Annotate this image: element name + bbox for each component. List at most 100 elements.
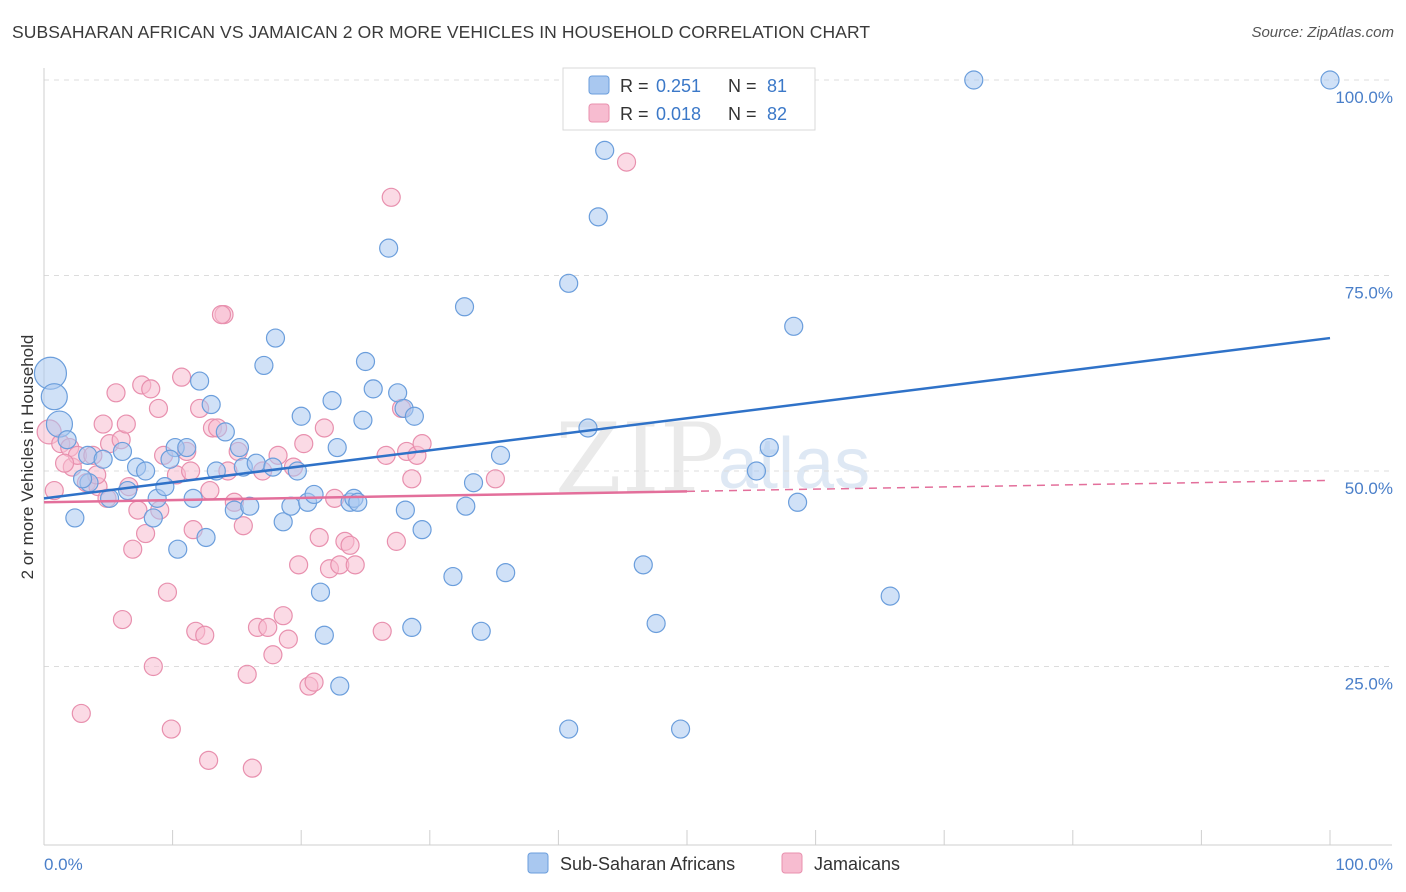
- point-jamaican: [309, 527, 329, 548]
- point-subsaharan: [395, 500, 415, 520]
- point-jamaican: [278, 629, 298, 649]
- point-subsaharan: [759, 437, 779, 458]
- point-subsaharan: [273, 512, 293, 532]
- legend-r-label-2: R =: [620, 104, 649, 124]
- bottom-legend-label-1: Sub-Saharan Africans: [560, 854, 735, 874]
- point-jamaican: [116, 414, 136, 434]
- point-subsaharan: [1320, 70, 1340, 90]
- point-subsaharan: [379, 238, 399, 258]
- point-jamaican: [200, 480, 220, 501]
- point-subsaharan: [310, 582, 331, 602]
- watermark-zip: ZIP: [555, 403, 724, 515]
- point-jamaican: [181, 461, 201, 481]
- point-subsaharan: [588, 207, 608, 227]
- point-jamaican: [161, 719, 181, 739]
- point-jamaican: [106, 383, 126, 403]
- trend-line-jamaican-extrapolated: [686, 479, 1331, 493]
- point-jamaican: [233, 516, 253, 536]
- chart-source: Source: ZipAtlas.com: [1251, 24, 1394, 41]
- point-jamaican: [211, 305, 232, 325]
- point-subsaharan: [314, 625, 334, 645]
- point-subsaharan: [456, 496, 476, 516]
- point-subsaharan: [93, 449, 113, 469]
- point-jamaican: [616, 152, 637, 172]
- point-jamaican: [258, 617, 278, 638]
- point-jamaican: [314, 418, 334, 438]
- point-jamaican: [54, 453, 75, 473]
- point-subsaharan: [215, 422, 235, 442]
- point-jamaican: [412, 434, 432, 454]
- point-jamaican: [157, 582, 178, 602]
- point-jamaican: [381, 187, 401, 207]
- point-subsaharan: [454, 297, 475, 317]
- point-jamaican: [386, 531, 406, 551]
- point-subsaharan: [240, 496, 260, 516]
- point-jamaican: [372, 621, 392, 641]
- point-jamaican: [143, 656, 163, 677]
- point-jamaican: [123, 539, 143, 559]
- x-tick-label-min: 0.0%: [44, 855, 83, 874]
- legend-n-value-1: 81: [767, 76, 787, 96]
- point-jamaican: [289, 555, 309, 575]
- trend-line-jamaican: [43, 490, 688, 504]
- point-subsaharan: [72, 469, 93, 489]
- legend-swatch-pink: [588, 103, 610, 123]
- point-subsaharan: [327, 437, 347, 458]
- point-subsaharan: [229, 437, 250, 458]
- point-subsaharan: [471, 621, 491, 641]
- point-jamaican: [71, 703, 91, 724]
- point-subsaharan: [322, 391, 342, 411]
- point-subsaharan: [177, 437, 197, 458]
- trend-lines: [43, 336, 1331, 504]
- point-subsaharan: [183, 488, 203, 508]
- point-subsaharan: [633, 555, 653, 575]
- point-subsaharan: [496, 563, 516, 583]
- point-subsaharan: [190, 371, 210, 391]
- point-subsaharan: [353, 410, 373, 430]
- legend-r-value-1: 0.251: [656, 76, 701, 96]
- bottom-legend-label-2: Jamaicans: [814, 854, 900, 874]
- legend: R = 0.251 N = 81 R = 0.018 N = 82: [562, 67, 816, 131]
- point-subsaharan: [281, 496, 301, 516]
- trend-line-subsaharan: [43, 336, 1331, 500]
- point-subsaharan: [246, 453, 266, 473]
- y-tick-label: 50.0%: [1345, 479, 1393, 498]
- point-subsaharan: [412, 520, 432, 540]
- point-subsaharan: [559, 273, 579, 293]
- point-subsaharan: [201, 394, 221, 415]
- point-subsaharan: [65, 508, 85, 528]
- point-jamaican: [485, 469, 505, 489]
- axes: [43, 68, 1392, 846]
- point-jamaican: [199, 750, 219, 770]
- y-tick-label: 100.0%: [1335, 88, 1393, 107]
- point-jamaican: [402, 469, 422, 489]
- point-subsaharan: [578, 418, 598, 438]
- y-tick-label: 25.0%: [1345, 675, 1393, 694]
- point-subsaharan: [787, 492, 808, 512]
- tick-labels: 25.0% 50.0% 75.0% 100.0% 0.0% 100.0%: [44, 88, 1393, 874]
- y-tick-label: 75.0%: [1345, 284, 1393, 303]
- point-subsaharan: [40, 383, 68, 411]
- legend-n-label-2: N =: [728, 104, 757, 124]
- point-subsaharan: [880, 586, 900, 606]
- point-jamaican: [263, 645, 283, 665]
- legend-n-value-2: 82: [767, 104, 787, 124]
- point-jamaican: [93, 414, 113, 434]
- point-subsaharan: [595, 140, 615, 160]
- point-subsaharan: [404, 406, 424, 426]
- point-subsaharan: [168, 539, 188, 559]
- bottom-legend-swatch-pink: [781, 852, 803, 874]
- point-subsaharan: [670, 719, 691, 739]
- point-subsaharan: [254, 355, 274, 376]
- point-jamaican: [345, 555, 365, 575]
- point-subsaharan: [964, 70, 984, 90]
- point-jamaican: [172, 367, 192, 387]
- point-jamaican: [237, 664, 257, 684]
- legend-r-label-1: R =: [620, 76, 649, 96]
- point-jamaican: [273, 606, 293, 626]
- point-jamaican: [148, 398, 169, 419]
- point-subsaharan: [160, 449, 180, 469]
- point-subsaharan: [646, 613, 666, 634]
- point-subsaharan: [135, 461, 156, 481]
- point-jamaican: [242, 758, 262, 778]
